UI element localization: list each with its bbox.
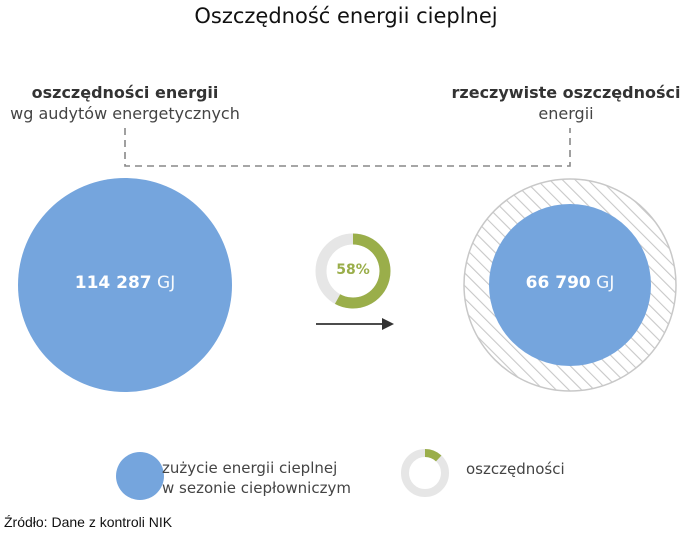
actual-savings-heading: rzeczywiste oszczędności energii bbox=[440, 82, 692, 124]
page-title: Oszczędność energii cieplnej bbox=[194, 4, 498, 28]
legend-consumption-label: zużycie energii cieplnej w sezonie ciepł… bbox=[162, 458, 351, 498]
actual-savings-bubble bbox=[489, 204, 651, 366]
arrow-head-icon bbox=[382, 318, 394, 330]
actual-savings-heading-bold: rzeczywiste oszczędności bbox=[451, 83, 681, 102]
audit-savings-heading: oszczędności energii wg audytów energety… bbox=[0, 82, 250, 124]
audit-savings-heading-sub: wg audytów energetycznych bbox=[10, 104, 240, 123]
audit-savings-value: 114 287 bbox=[74, 273, 152, 293]
legend-savings-arc bbox=[424, 449, 442, 462]
legend-consumption-marker bbox=[116, 452, 164, 500]
legend-savings-track bbox=[401, 449, 449, 497]
legend-consumption-line1: zużycie energii cieplnej bbox=[162, 459, 338, 477]
legend-consumption-line2: w sezonie ciepłowniczym bbox=[162, 479, 351, 497]
actual-savings-heading-sub: energii bbox=[538, 104, 594, 123]
audit-savings-value-label: 114 287 GJ bbox=[25, 273, 225, 293]
actual-savings-unit: GJ bbox=[596, 273, 615, 293]
actual-savings-value-label: 66 790 GJ bbox=[470, 273, 670, 293]
audit-savings-heading-bold: oszczędności energii bbox=[31, 83, 219, 102]
source-note: Źródło: Dane z kontroli NIK bbox=[4, 514, 173, 530]
audit-savings-unit: GJ bbox=[157, 273, 176, 293]
ratio-percent-label: 58% bbox=[336, 262, 370, 278]
dashed-connector bbox=[124, 128, 571, 167]
actual-savings-value: 66 790 bbox=[525, 273, 591, 293]
audit-savings-bubble bbox=[18, 178, 232, 392]
legend-savings-label: oszczędności bbox=[466, 460, 565, 478]
ratio-donut-arc bbox=[334, 233, 391, 309]
